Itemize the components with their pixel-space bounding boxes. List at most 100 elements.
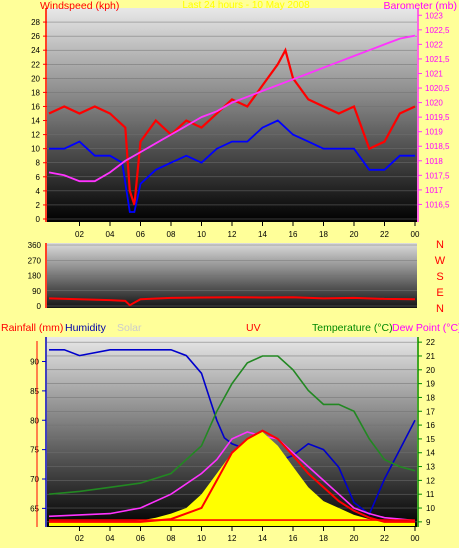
humidity-y-tick-label: 85: [30, 387, 39, 396]
wind-y-tick-label: 20: [31, 74, 40, 83]
wind-x-tick-label: 18: [319, 230, 328, 239]
uv-label: UV: [246, 322, 261, 334]
baro-y-tick-label: 1018,5: [425, 142, 450, 151]
temp-y-tick-label: 19: [426, 380, 435, 389]
wind-x-tick-label: 00: [411, 230, 420, 239]
climate-x-tick-label: 12: [228, 534, 237, 543]
climate-x-tick-label: 20: [350, 534, 359, 543]
baro-y-tick-label: 1019: [425, 128, 443, 137]
wind-y-tick-label: 4: [36, 187, 41, 196]
humidity-y-tick-label: 90: [30, 358, 39, 367]
climate-x-tick-label: 04: [106, 534, 115, 543]
baro-y-tick-label: 1020,5: [425, 84, 450, 93]
wind-y-axis-title: Windspeed (kph): [40, 0, 119, 12]
climate-x-tick-label: 08: [167, 534, 176, 543]
solar-label: Solar: [117, 322, 142, 334]
baro-y-tick-label: 1023: [425, 11, 443, 20]
climate-series-line-0: [49, 348, 416, 516]
wind-x-tick-label: 12: [228, 230, 237, 239]
baro-y-tick-label: 1020: [425, 99, 443, 108]
wind-series-line-1: [49, 119, 415, 213]
wind-y-tick-label: 26: [31, 32, 40, 41]
wind-x-tick-label: 16: [289, 230, 298, 239]
direction-y-tick-label: 360: [28, 241, 42, 250]
climate-x-tick-label: 18: [319, 534, 328, 543]
direction-compass-label: S: [436, 271, 443, 283]
wind-y-tick-label: 14: [31, 117, 40, 126]
direction-compass-label: W: [435, 255, 446, 267]
wind-y-tick-label: 16: [31, 102, 40, 111]
baro-y-tick-label: 1022,5: [425, 26, 450, 35]
wind-y-tick-label: 24: [31, 46, 40, 55]
wind-x-tick-label: 08: [167, 230, 176, 239]
direction-compass-label: N: [436, 239, 444, 251]
wind-y-tick-label: 8: [36, 159, 41, 168]
direction-compass-label: E: [436, 287, 443, 299]
temp-y-tick-label: 9: [426, 518, 431, 527]
climate-series-line-1: [48, 355, 416, 495]
wind-y-tick-label: 0: [36, 215, 41, 224]
climate-x-tick-label: 16: [289, 534, 298, 543]
climate-x-tick-label: 14: [258, 534, 267, 543]
climate-x-tick-label: 06: [136, 534, 145, 543]
baro-y-tick-label: 1018: [425, 157, 443, 166]
wind-x-tick-label: 22: [380, 230, 389, 239]
direction-y-tick-label: 0: [37, 302, 42, 311]
temp-y-tick-label: 15: [426, 435, 435, 444]
baro-y-tick-label: 1017: [425, 186, 443, 195]
baro-y-tick-label: 1016,5: [425, 200, 450, 209]
climate-x-tick-label: 00: [411, 534, 420, 543]
temp-y-tick-label: 20: [426, 366, 435, 375]
direction-y-tick-label: 180: [28, 272, 42, 281]
wind-series-line-2: [48, 34, 416, 183]
baro-y-tick-label: 1022: [425, 40, 443, 49]
wind-x-tick-label: 04: [106, 230, 115, 239]
direction-y-tick-label: 90: [32, 287, 41, 296]
temp-label: Temperature (°C): [312, 322, 393, 334]
wind-plot-area: [47, 8, 417, 222]
temp-y-tick-label: 16: [426, 421, 435, 430]
baro-y-tick-label: 1017,5: [425, 171, 450, 180]
temp-y-tick-label: 21: [426, 352, 435, 361]
climate-series-line-2: [48, 431, 416, 522]
climate-x-tick-label: 10: [197, 534, 206, 543]
wind-y-tick-label: 10: [31, 145, 40, 154]
temp-y-tick-label: 13: [426, 463, 435, 472]
temp-y-tick-label: 14: [426, 449, 435, 458]
wind-chart-title: Last 24 hours - 10 May 2008: [182, 0, 310, 11]
wind-y-tick-label: 22: [31, 60, 40, 69]
wind-y-tick-label: 28: [31, 18, 40, 27]
humidity-y-tick-label: 65: [30, 504, 39, 513]
temp-y-tick-label: 22: [426, 338, 435, 347]
humidity-y-tick-label: 80: [30, 416, 39, 425]
direction-y-tick-label: 270: [28, 256, 42, 265]
climate-x-tick-label: 22: [380, 534, 389, 543]
wind-y-tick-label: 18: [31, 88, 40, 97]
solar-area: [49, 432, 415, 526]
temp-y-tick-label: 17: [426, 407, 435, 416]
baro-y-tick-label: 1021,5: [425, 55, 450, 64]
baro-y-tick-label: 1021: [425, 69, 443, 78]
wind-y-tick-label: 6: [36, 173, 41, 182]
wind-y-tick-label: 12: [31, 131, 40, 140]
temp-y-tick-label: 10: [426, 504, 435, 513]
wind-y-tick-label: 2: [36, 201, 41, 210]
dew-label: Dew Point (°C): [392, 322, 459, 334]
direction-compass-label: N: [436, 303, 444, 315]
wind-x-tick-label: 06: [136, 230, 145, 239]
humidity-label: Humidity: [65, 322, 107, 334]
wind-x-tick-label: 14: [258, 230, 267, 239]
temp-y-tick-label: 12: [426, 476, 435, 485]
wind-x-tick-label: 20: [350, 230, 359, 239]
humidity-y-tick-label: 70: [30, 475, 39, 484]
climate-x-tick-label: 02: [75, 534, 84, 543]
baro-y-axis-title: Barometer (mb): [383, 0, 457, 12]
humidity-y-tick-label: 75: [30, 446, 39, 455]
temp-y-tick-label: 18: [426, 393, 435, 402]
baro-y-tick-label: 1019,5: [425, 113, 450, 122]
rain-label: Rainfall (mm): [1, 322, 63, 334]
wind-x-tick-label: 02: [75, 230, 84, 239]
temp-y-tick-label: 11: [426, 490, 435, 499]
